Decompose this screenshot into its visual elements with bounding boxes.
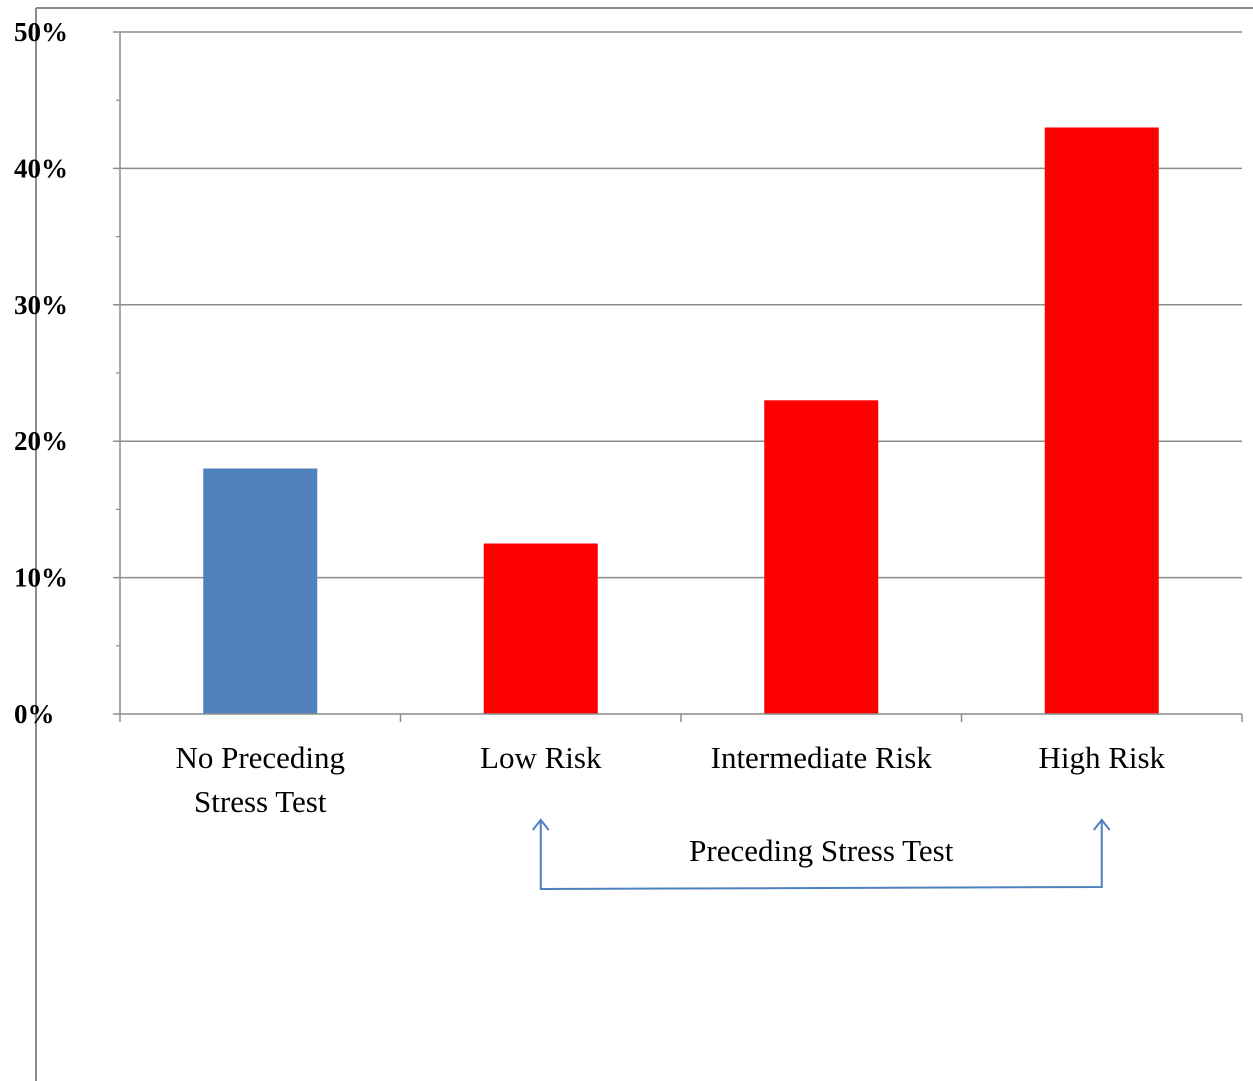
axes bbox=[113, 31, 1243, 722]
x-category-label-line: Intermediate Risk bbox=[711, 740, 933, 775]
y-tick-label: 40% bbox=[14, 153, 68, 183]
bar bbox=[764, 400, 879, 714]
x-category-label-line: Low Risk bbox=[480, 740, 602, 775]
y-tick-label: 20% bbox=[14, 426, 68, 456]
x-category-label: Low Risk bbox=[480, 740, 602, 775]
y-tick-label: 30% bbox=[14, 290, 68, 320]
x-category-label: Intermediate Risk bbox=[711, 740, 933, 775]
bar bbox=[483, 543, 598, 714]
x-category-label: No Preceding Stress Test bbox=[175, 740, 345, 819]
preceding-stress-test-annotation: Preceding Stress Test bbox=[531, 818, 1111, 891]
y-tick-label: 10% bbox=[14, 563, 68, 593]
y-tick-label: 50% bbox=[14, 17, 68, 47]
y-tick-label: 0% bbox=[14, 699, 55, 729]
bars bbox=[203, 127, 1159, 715]
x-category-label-line: No Preceding bbox=[175, 740, 345, 775]
x-category-labels: No Preceding Stress Test Low Risk Intermedi… bbox=[175, 740, 1165, 819]
annotation-bracket bbox=[539, 820, 1103, 891]
annotation-arrowhead bbox=[1092, 818, 1111, 831]
bar bbox=[1044, 127, 1159, 715]
x-category-label-line: High Risk bbox=[1038, 740, 1165, 775]
x-category-label-line: Stress Test bbox=[194, 784, 327, 819]
annotation-arrowhead bbox=[531, 818, 550, 831]
x-category-label: High Risk bbox=[1038, 740, 1165, 775]
bar bbox=[203, 468, 318, 714]
y-tick-labels: 0% 10% 20% 30% 40% 50% bbox=[14, 17, 68, 729]
annotation-label: Preceding Stress Test bbox=[689, 833, 954, 868]
